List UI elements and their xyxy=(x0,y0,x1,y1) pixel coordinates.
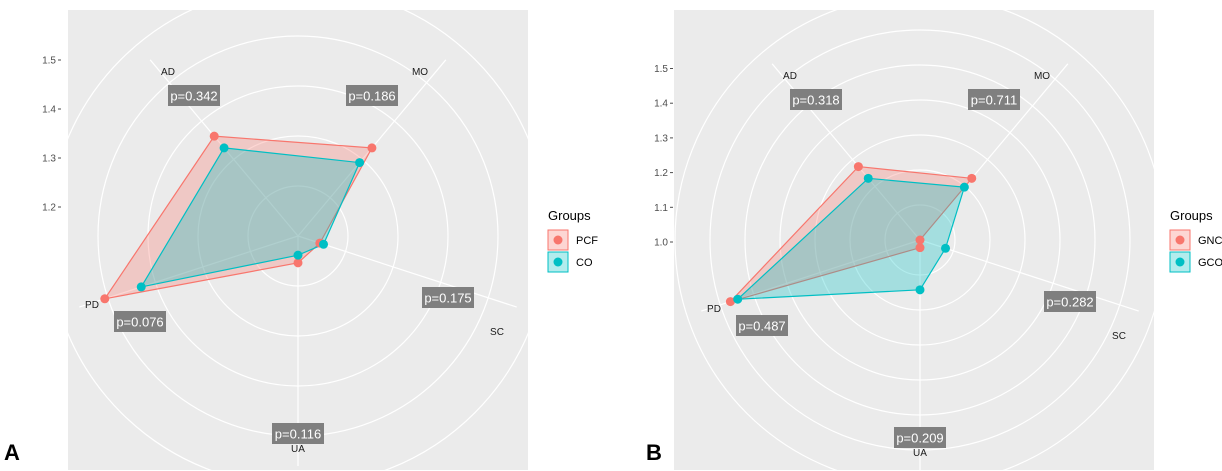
data-point-co xyxy=(319,239,329,249)
p-value-label: p=0.487 xyxy=(738,319,785,334)
axis-label-pd: PD xyxy=(707,304,721,315)
series-area-gco xyxy=(736,177,966,300)
legend-label-co: CO xyxy=(576,257,593,269)
p-value-box xyxy=(894,427,946,448)
data-point-gco xyxy=(959,182,969,192)
p-value-box xyxy=(1044,291,1096,312)
p-value-label: p=0.282 xyxy=(1046,295,1093,310)
data-point-gnc xyxy=(915,235,925,245)
data-point-gnc xyxy=(725,297,735,307)
data-point-gco xyxy=(915,285,925,295)
p-value-box xyxy=(272,423,324,444)
r-tick-label: 1.3 xyxy=(654,133,668,144)
legend-dot-gco xyxy=(1175,257,1185,267)
r-tick-label: 1.2 xyxy=(42,203,56,214)
axis-label-ad: AD xyxy=(783,71,797,82)
legend-title: Groups xyxy=(1170,208,1213,223)
data-point-gnc xyxy=(915,243,925,253)
grid-ring xyxy=(674,0,1166,471)
data-point-co xyxy=(293,250,303,260)
p-value-box xyxy=(346,85,398,106)
legend-dot-pcf xyxy=(553,235,563,245)
legend-label-gnc: GNC xyxy=(1198,235,1222,247)
panel-label-a: A xyxy=(4,440,20,465)
p-value-label: p=0.175 xyxy=(424,291,471,306)
gridlines xyxy=(674,0,1166,471)
legend-dot-gnc xyxy=(1175,235,1185,245)
r-tick-label: 1.2 xyxy=(654,168,668,179)
axis-label-sc: SC xyxy=(490,327,504,338)
axis-spoke xyxy=(919,239,1139,312)
legend-dot-co xyxy=(553,257,563,267)
plot-background xyxy=(674,10,1154,470)
p-value-label: p=0.209 xyxy=(896,431,943,446)
p-value-box xyxy=(114,311,166,332)
axis-label-sc: SC xyxy=(1112,331,1126,342)
series-area-pcf xyxy=(103,135,373,300)
p-value-box xyxy=(968,89,1020,110)
p-value-label: p=0.076 xyxy=(116,315,163,330)
data-point-gnc xyxy=(853,162,863,172)
data-point-co xyxy=(219,143,229,153)
data-point-gnc xyxy=(967,173,977,183)
p-value-label: p=0.186 xyxy=(348,89,395,104)
legend-label-pcf: PCF xyxy=(576,235,598,247)
r-tick-label: 1.5 xyxy=(42,56,56,67)
p-value-label: p=0.318 xyxy=(792,93,839,108)
axis-label-mo: MO xyxy=(1034,71,1050,82)
r-tick-label: 1.0 xyxy=(654,238,668,249)
r-tick-label: 1.4 xyxy=(654,99,668,110)
data-point-co xyxy=(355,158,365,168)
data-point-pcf xyxy=(209,131,219,141)
axis-label-ua: UA xyxy=(291,444,305,455)
legend: Groups PCF CO xyxy=(547,208,598,273)
data-point-gco xyxy=(941,243,951,253)
axis-label-pd: PD xyxy=(85,300,99,311)
p-value-box xyxy=(736,315,788,336)
r-tick-label: 1.1 xyxy=(654,203,668,214)
legend: Groups GNC GCO xyxy=(1169,208,1222,273)
data-point-pcf xyxy=(293,258,303,268)
legend-label-gco: GCO xyxy=(1198,257,1222,269)
radar-chart-b: 1.0 1.1 1.2 1.3 1.4 1.5 AD p=0.318 MO p=0.711 SC p=… xyxy=(654,0,1222,471)
r-tick-label: 1.4 xyxy=(42,105,56,116)
p-value-label: p=0.711 xyxy=(971,93,1017,108)
r-tick-label: 1.3 xyxy=(42,154,56,165)
data-point-pcf xyxy=(367,143,377,153)
data-point-co xyxy=(136,282,146,292)
p-value-box xyxy=(790,89,842,110)
legend-title: Groups xyxy=(548,208,591,223)
p-value-label: p=0.116 xyxy=(275,427,321,442)
axis-label-mo: MO xyxy=(412,67,428,78)
data-point-gco xyxy=(733,294,743,304)
p-value-box xyxy=(168,85,220,106)
axis-spoke xyxy=(79,235,299,308)
panel-label-b: B xyxy=(646,440,662,465)
r-tick-label: 1.5 xyxy=(654,64,668,75)
p-value-label: p=0.342 xyxy=(170,89,217,104)
data-point-pcf xyxy=(100,294,110,304)
radar-chart-a: 1.2 1.3 1.4 1.5 AD p=0.342 MO p=0.186 SC p=0.175 U… xyxy=(42,0,598,471)
axis-label-ua: UA xyxy=(913,448,927,459)
p-value-box xyxy=(422,287,474,308)
axis-spoke xyxy=(297,235,517,308)
series-area-co xyxy=(140,147,361,288)
data-point-gco xyxy=(863,173,873,183)
axis-label-ad: AD xyxy=(161,67,175,78)
